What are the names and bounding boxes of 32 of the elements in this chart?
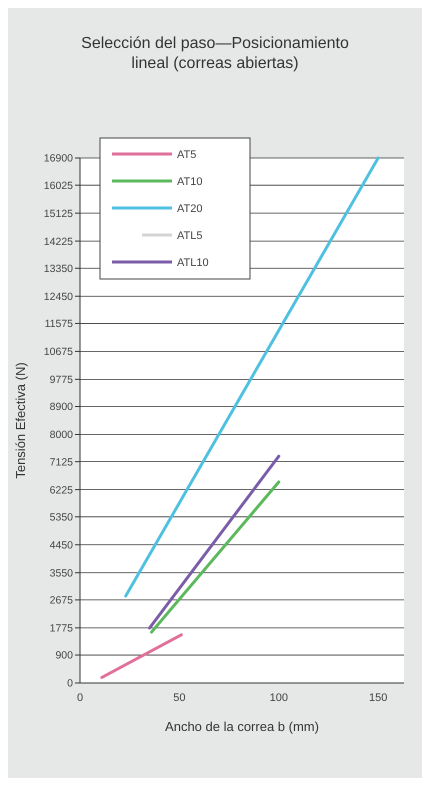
y-tick-label: 11575 (44, 318, 74, 330)
legend-label: AT5 (177, 148, 196, 161)
x-tick-label: 50 (173, 692, 186, 704)
y-tick-label: 14225 (44, 236, 74, 248)
y-tick-label: 7125 (50, 456, 74, 468)
y-tick-label: 8900 (50, 401, 74, 414)
legend-label: AT20 (177, 202, 202, 215)
y-tick-label: 0 (67, 678, 74, 690)
x-tick-label: 150 (368, 692, 388, 704)
y-tick-label: 13350 (44, 262, 74, 275)
y-tick-label: 16025 (44, 180, 74, 192)
y-tick-label: 6225 (50, 484, 74, 496)
x-tick-label: 0 (76, 692, 84, 704)
y-tick-label: 16900 (44, 152, 74, 165)
y-tick-label: 8000 (50, 429, 74, 442)
y-tick-label: 3550 (50, 567, 74, 580)
chart-title: Selección del paso—Posicionamiento lineal (correas abiertas) (81, 35, 349, 72)
y-tick-label: 12450 (44, 290, 74, 303)
y-tick-label: 2675 (50, 594, 74, 607)
y-axis-title: Tensión Efectiva (N) (13, 362, 28, 479)
legend-label: ATL5 (177, 230, 202, 242)
x-axis-title: Ancho de la correa b (mm) (165, 719, 319, 734)
y-tick-label: 4450 (50, 539, 74, 552)
legend-label: ATL10 (177, 256, 209, 269)
x-tick-label: 100 (270, 692, 288, 704)
y-tick-label: 1775 (50, 622, 74, 635)
y-tick-label: 900 (55, 650, 74, 662)
legend-label: AT10 (177, 176, 202, 188)
y-tick-label: 5350 (50, 511, 74, 524)
y-tick-label: 15125 (44, 208, 74, 220)
y-tick-label: 9775 (50, 374, 74, 386)
y-tick-label: 10675 (44, 346, 74, 358)
